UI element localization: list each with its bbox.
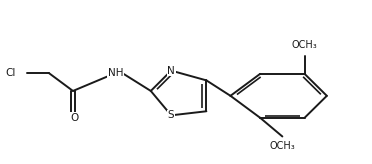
Text: S: S [168, 110, 174, 120]
Text: OCH₃: OCH₃ [269, 141, 295, 151]
Text: NH: NH [108, 68, 124, 78]
Text: Cl: Cl [5, 68, 16, 78]
Text: OCH₃: OCH₃ [292, 40, 317, 50]
Text: O: O [71, 113, 79, 123]
Text: N: N [167, 66, 175, 76]
